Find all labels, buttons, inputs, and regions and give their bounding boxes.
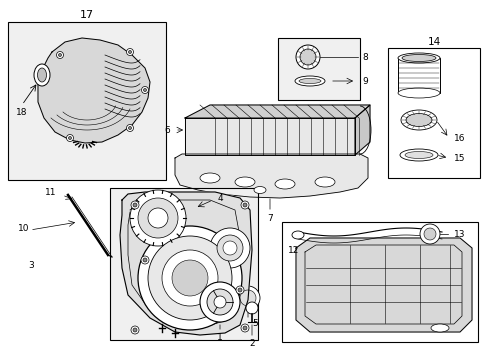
Circle shape	[68, 136, 71, 140]
Polygon shape	[354, 105, 369, 155]
Ellipse shape	[397, 53, 439, 63]
Text: 5: 5	[251, 320, 257, 328]
Text: 6: 6	[164, 126, 170, 135]
Circle shape	[240, 290, 256, 306]
Circle shape	[138, 198, 178, 238]
Circle shape	[131, 201, 139, 209]
Ellipse shape	[397, 88, 439, 98]
Circle shape	[217, 235, 243, 261]
Bar	[8, 22, 165, 180]
Text: 4: 4	[218, 194, 223, 202]
Circle shape	[209, 228, 249, 268]
Circle shape	[138, 226, 242, 330]
Text: 17: 17	[80, 10, 94, 20]
Ellipse shape	[401, 54, 435, 62]
Circle shape	[241, 201, 248, 209]
Text: 1: 1	[217, 333, 223, 342]
Circle shape	[162, 250, 218, 306]
Circle shape	[131, 326, 139, 334]
Ellipse shape	[200, 173, 220, 183]
Circle shape	[223, 241, 237, 255]
Text: 11: 11	[44, 188, 56, 197]
Ellipse shape	[38, 68, 46, 82]
Circle shape	[128, 50, 131, 54]
Polygon shape	[38, 38, 150, 143]
Text: 15: 15	[453, 153, 465, 162]
Circle shape	[172, 260, 207, 296]
Text: 16: 16	[453, 134, 465, 143]
Text: 9: 9	[361, 77, 367, 86]
Text: 10: 10	[18, 224, 29, 233]
Circle shape	[133, 328, 137, 332]
Ellipse shape	[405, 113, 431, 126]
Bar	[387, 48, 479, 178]
Ellipse shape	[399, 149, 437, 161]
Bar	[397, 58, 439, 93]
Text: 18: 18	[16, 108, 27, 117]
Circle shape	[141, 256, 149, 264]
Polygon shape	[175, 154, 367, 198]
Polygon shape	[184, 105, 369, 118]
Circle shape	[419, 224, 439, 244]
Circle shape	[126, 125, 133, 131]
Circle shape	[214, 296, 225, 308]
Circle shape	[130, 190, 185, 246]
Circle shape	[141, 86, 148, 94]
Ellipse shape	[294, 76, 325, 86]
Circle shape	[126, 49, 133, 55]
Circle shape	[243, 203, 246, 207]
Circle shape	[200, 282, 240, 322]
Ellipse shape	[400, 110, 436, 130]
Polygon shape	[184, 118, 354, 155]
Bar	[278, 38, 359, 100]
Circle shape	[143, 89, 146, 91]
Ellipse shape	[235, 177, 254, 187]
Circle shape	[148, 236, 231, 320]
Text: 8: 8	[361, 53, 367, 62]
Text: 3: 3	[28, 261, 34, 270]
Ellipse shape	[274, 179, 294, 189]
Text: 7: 7	[266, 213, 272, 222]
Text: 12: 12	[287, 246, 299, 255]
Circle shape	[148, 208, 168, 228]
Bar	[110, 188, 258, 340]
Circle shape	[133, 203, 137, 207]
Circle shape	[423, 228, 435, 240]
Circle shape	[142, 258, 147, 262]
Ellipse shape	[430, 324, 448, 332]
Circle shape	[241, 324, 248, 332]
Ellipse shape	[314, 177, 334, 187]
Circle shape	[206, 289, 232, 315]
Polygon shape	[295, 238, 471, 332]
Text: 2: 2	[249, 339, 254, 348]
Circle shape	[245, 302, 258, 314]
Circle shape	[236, 286, 260, 310]
Circle shape	[59, 54, 61, 57]
Bar	[282, 222, 477, 342]
Circle shape	[66, 135, 73, 141]
Circle shape	[299, 49, 315, 65]
Circle shape	[295, 45, 319, 69]
Circle shape	[57, 51, 63, 59]
Ellipse shape	[34, 64, 50, 86]
Ellipse shape	[298, 78, 320, 84]
Ellipse shape	[404, 152, 432, 158]
Circle shape	[128, 126, 131, 130]
Circle shape	[236, 286, 244, 294]
Text: 14: 14	[427, 37, 440, 47]
Polygon shape	[120, 192, 251, 335]
Text: 13: 13	[453, 230, 465, 239]
Ellipse shape	[253, 186, 265, 194]
Circle shape	[238, 288, 242, 292]
Circle shape	[243, 326, 246, 330]
Ellipse shape	[291, 231, 304, 239]
